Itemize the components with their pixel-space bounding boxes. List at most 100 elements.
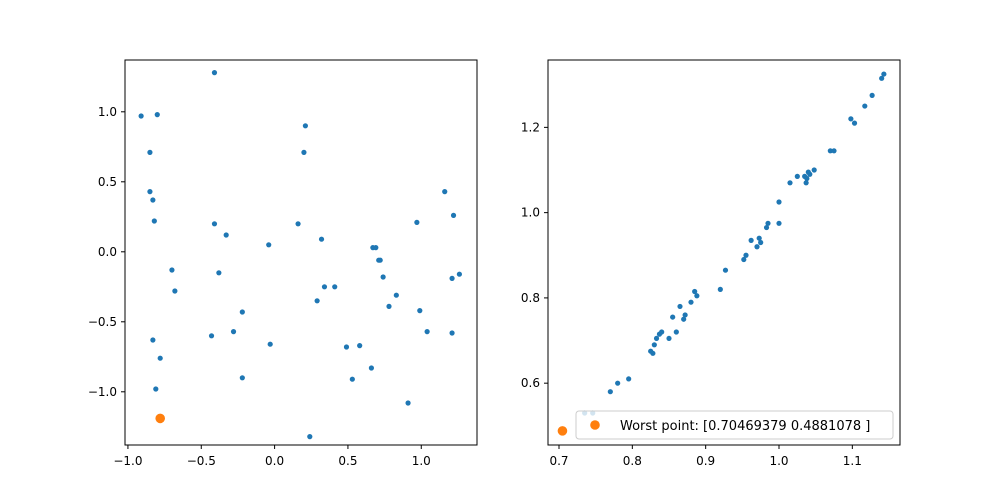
- data-point-1-0-29: [765, 220, 771, 226]
- data-point-1-0-8: [653, 335, 660, 342]
- data-point-0-0-1: [154, 112, 160, 118]
- data-point-0-0-5: [151, 218, 157, 224]
- data-point-0-0-28: [307, 434, 313, 440]
- data-point-0-0-48: [449, 330, 455, 336]
- data-point-0-0-19: [157, 355, 163, 361]
- x-tick-label-0-3: 0.5: [338, 454, 357, 468]
- y-tick-label-0-3: 0.5: [98, 175, 117, 189]
- data-point-1-0-16: [682, 312, 688, 318]
- data-point-0-0-31: [357, 343, 363, 349]
- data-point-0-0-38: [393, 292, 399, 298]
- data-point-1-0-31: [776, 199, 782, 205]
- data-point-0-0-46: [449, 275, 455, 281]
- data-point-1-0-36: [804, 175, 810, 182]
- data-point-1-0-24: [748, 237, 754, 243]
- x-tick-label-0-0: −1.0: [113, 454, 142, 468]
- data-point-1-0-40: [827, 148, 833, 154]
- data-point-0-0-37: [386, 303, 392, 309]
- data-point-0-0-14: [239, 309, 245, 315]
- x-tick-label-1-1: 0.8: [623, 454, 642, 468]
- y-tick-label-0-0: −1.0: [88, 385, 117, 399]
- y-tick-label-1-1: 0.8: [521, 291, 540, 305]
- data-point-0-0-21: [266, 242, 272, 248]
- data-point-0-0-15: [230, 329, 237, 335]
- data-point-0-0-6: [211, 70, 218, 76]
- data-point-0-0-42: [417, 308, 423, 314]
- x-tick-label-0-1: −0.5: [187, 454, 216, 468]
- data-point-0-0-35: [377, 257, 383, 263]
- data-point-0-0-47: [456, 271, 462, 277]
- data-point-1-0-43: [851, 120, 858, 126]
- data-point-1-0-22: [741, 256, 747, 263]
- data-point-1-0-19: [694, 293, 700, 299]
- data-point-1-0-47: [881, 71, 887, 77]
- data-point-0-0-2: [147, 149, 153, 155]
- y-tick-label-1-3: 1.2: [521, 120, 540, 134]
- data-point-1-0-13: [673, 329, 679, 335]
- axes-frame-0: [124, 59, 478, 446]
- data-point-0-0-23: [295, 221, 301, 227]
- data-point-0-0-30: [349, 376, 355, 382]
- y-tick-label-0-4: 1.0: [98, 105, 117, 119]
- data-point-0-0-3: [147, 189, 153, 195]
- data-point-1-0-23: [743, 252, 749, 258]
- data-point-0-0-9: [169, 267, 175, 273]
- data-point-1-0-25: [754, 244, 760, 250]
- data-point-0-0-22: [267, 341, 273, 347]
- worst-point-marker-0-1-0: [155, 413, 165, 424]
- data-point-0-0-12: [223, 232, 229, 238]
- data-point-0-0-17: [239, 375, 245, 381]
- data-point-1-0-28: [763, 224, 770, 231]
- data-point-0-0-41: [414, 219, 420, 225]
- right-scatter-plot: 0.7 0.8 0.9 1.0 1.1 0.6 0.8 1.0 1.2 Worst point: …: [521, 59, 901, 468]
- data-point-1-0-6: [650, 350, 656, 356]
- data-point-1-0-7: [651, 342, 657, 348]
- data-point-1-0-30: [776, 220, 782, 226]
- left-scatter-plot: −1.0 −0.5 0.0 0.5 1.0 −1.0 −0.5 0.0 0.5 1.0: [88, 59, 478, 468]
- data-point-0-0-24: [318, 236, 325, 242]
- data-point-1-0-2: [607, 389, 613, 395]
- data-point-1-0-26: [756, 235, 762, 241]
- x-tick-label-0-4: 1.0: [412, 454, 431, 468]
- data-point-1-0-12: [670, 314, 676, 320]
- y-tick-label-1-2: 1.0: [521, 206, 540, 220]
- data-point-0-0-13: [216, 270, 222, 276]
- data-point-0-0-26: [332, 284, 338, 290]
- data-point-0-0-20: [153, 386, 159, 392]
- data-point-1-0-10: [659, 329, 665, 335]
- data-point-0-0-25: [321, 284, 328, 290]
- data-point-1-0-44: [862, 103, 868, 109]
- data-point-1-0-27: [758, 239, 764, 246]
- y-tick-label-1-0: 0.6: [521, 376, 540, 390]
- data-point-1-0-18: [692, 288, 698, 295]
- data-point-0-0-45: [450, 212, 457, 218]
- data-point-0-0-16: [208, 333, 215, 339]
- data-point-0-0-33: [373, 245, 379, 251]
- data-point-1-0-45: [869, 92, 875, 98]
- data-point-0-0-7: [302, 123, 308, 129]
- data-point-0-0-27: [314, 298, 320, 304]
- data-point-0-0-39: [368, 365, 374, 371]
- legend-marker-icon: [590, 420, 600, 430]
- legend-box: [575, 410, 894, 440]
- data-point-0-0-11: [211, 221, 218, 227]
- data-point-0-0-4: [150, 197, 156, 203]
- data-point-1-0-4: [626, 376, 632, 382]
- data-point-1-0-41: [831, 148, 837, 154]
- data-point-1-0-39: [811, 167, 817, 173]
- legend-label: Worst point: [0.70469379 0.4881078 ]: [620, 419, 870, 434]
- data-point-1-0-42: [848, 116, 854, 122]
- data-point-1-0-14: [677, 303, 683, 310]
- y-tick-label-0-2: 0.0: [98, 245, 117, 259]
- data-point-1-0-21: [722, 267, 729, 273]
- data-point-1-0-46: [879, 75, 885, 81]
- data-point-0-0-36: [380, 274, 386, 280]
- legend: Worst point: [0.70469379 0.4881078 ]: [575, 410, 894, 440]
- data-point-1-0-35: [803, 180, 809, 186]
- data-point-1-0-15: [681, 316, 687, 322]
- data-point-1-0-33: [794, 173, 800, 179]
- data-point-0-0-44: [442, 189, 448, 195]
- data-point-0-0-40: [405, 400, 411, 406]
- y-tick-label-0-1: −0.5: [88, 315, 117, 329]
